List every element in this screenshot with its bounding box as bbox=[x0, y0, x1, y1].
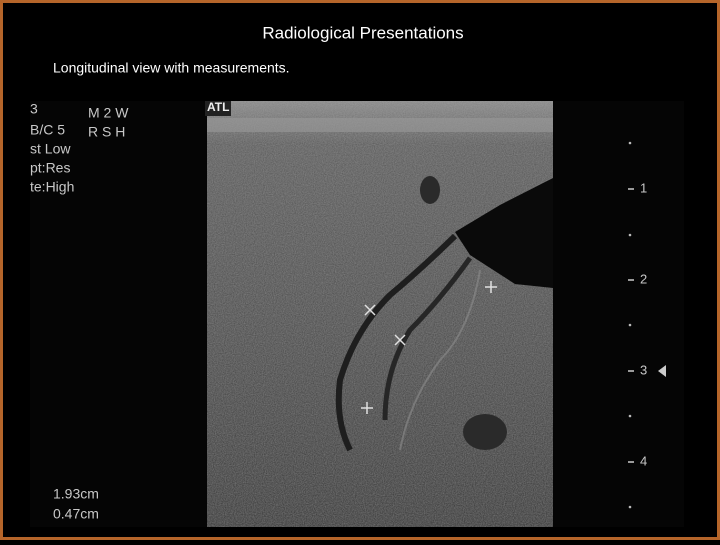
overlay-setting: pt:Res bbox=[30, 160, 70, 176]
overlay-setting: st Low bbox=[30, 141, 71, 157]
depth-label: 1 bbox=[640, 180, 647, 195]
slide-title: Radiological Presentations bbox=[262, 23, 463, 42]
logo: ATL bbox=[207, 100, 229, 114]
measurement: 0.47cm bbox=[53, 506, 99, 522]
overlay-setting: 3 bbox=[30, 101, 38, 117]
overlay-setting: te:High bbox=[30, 179, 74, 195]
depth-label: 4 bbox=[640, 453, 647, 468]
overlay-setting: R S H bbox=[88, 124, 125, 140]
overlay-setting: B/C 5 bbox=[30, 122, 65, 138]
ultrasound-image bbox=[30, 101, 684, 527]
slide-subtitle: Longitudinal view with measurements. bbox=[53, 60, 290, 76]
overlay-setting: M 2 W bbox=[88, 105, 129, 121]
depth-label: 2 bbox=[640, 271, 647, 286]
measurement: 1.93cm bbox=[53, 486, 99, 502]
depth-label: 3 bbox=[640, 362, 647, 377]
